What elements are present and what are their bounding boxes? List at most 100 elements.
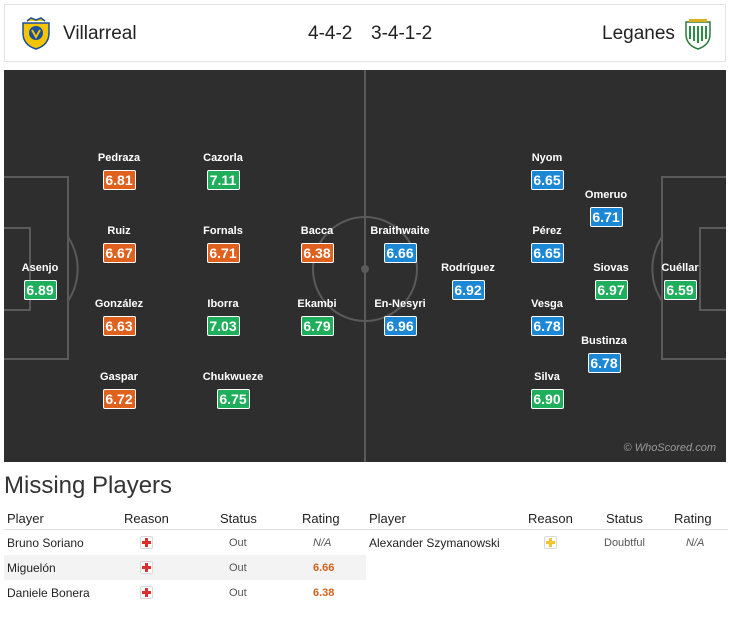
missing-status: Out — [229, 562, 247, 574]
player-name[interactable]: Braithwaite — [370, 225, 430, 237]
missing-player-row[interactable]: Miguelón Out 6.66 — [4, 555, 366, 580]
injury-icon[interactable] — [140, 586, 153, 599]
away-player[interactable]: Vesga 6.78 — [507, 298, 587, 336]
player-name[interactable]: Rodríguez — [441, 262, 495, 274]
home-player[interactable]: Gaspar 6.72 — [79, 371, 159, 409]
player-name[interactable]: Asenjo — [21, 262, 59, 274]
player-name[interactable]: Iborra — [207, 298, 239, 310]
away-player[interactable]: Braithwaite 6.66 — [360, 225, 440, 263]
player-rating: 6.79 — [300, 316, 334, 336]
missing-status: Doubtful — [604, 537, 645, 549]
player-rating: 6.66 — [383, 243, 417, 263]
player-name[interactable]: Cazorla — [203, 152, 243, 164]
player-name[interactable]: González — [94, 298, 144, 310]
player-rating: 6.38 — [300, 243, 334, 263]
leganes-crest-icon[interactable] — [681, 17, 715, 51]
missing-player-row[interactable]: Alexander Szymanowski Doubtful N/A — [366, 530, 728, 555]
col-player[interactable]: Player — [7, 511, 44, 526]
pitch-lines — [4, 70, 726, 462]
player-name[interactable]: Nyom — [531, 152, 563, 164]
player-rating: 7.11 — [206, 170, 240, 190]
col-status[interactable]: Status — [606, 511, 643, 526]
missing-status: Out — [229, 537, 247, 549]
player-name[interactable]: Omeruo — [584, 189, 628, 201]
home-player[interactable]: Ekambi 6.79 — [277, 298, 357, 336]
home-player[interactable]: Asenjo 6.89 — [4, 262, 80, 300]
home-missing-header: Player Reason Status Rating — [4, 508, 366, 530]
player-name[interactable]: Chukwueze — [202, 371, 264, 383]
missing-rating: N/A — [313, 537, 332, 549]
home-player[interactable]: Ruiz 6.67 — [79, 225, 159, 263]
player-rating: 7.03 — [206, 316, 240, 336]
missing-player-name[interactable]: Alexander Szymanowski — [369, 536, 500, 550]
player-rating: 6.65 — [530, 243, 564, 263]
pitch: Asenjo 6.89 Pedraza 6.81 Ruiz 6.67 González 6.6… — [4, 70, 726, 462]
missing-player-row[interactable]: Daniele Bonera Out 6.38 — [4, 580, 366, 605]
col-reason[interactable]: Reason — [124, 511, 169, 526]
player-name[interactable]: Ruiz — [107, 225, 131, 237]
player-name[interactable]: Bacca — [300, 225, 334, 237]
home-player[interactable]: Cazorla 7.11 — [183, 152, 263, 190]
away-player[interactable]: Pérez 6.65 — [507, 225, 587, 263]
home-player[interactable]: González 6.63 — [79, 298, 159, 336]
player-rating: 6.97 — [594, 280, 628, 300]
away-player[interactable]: En-Nesyri 6.96 — [360, 298, 440, 336]
missing-rating: N/A — [686, 537, 705, 549]
player-name[interactable]: En-Nesyri — [374, 298, 426, 310]
away-player[interactable]: Bustinza 6.78 — [564, 335, 644, 373]
col-rating[interactable]: Rating — [302, 511, 340, 526]
player-rating: 6.67 — [102, 243, 136, 263]
home-player[interactable]: Pedraza 6.81 — [79, 152, 159, 190]
player-name[interactable]: Vesga — [531, 298, 563, 310]
player-name[interactable]: Fornals — [203, 225, 243, 237]
missing-player-name[interactable]: Miguelón — [7, 561, 56, 575]
player-rating: 6.78 — [587, 353, 621, 373]
col-rating[interactable]: Rating — [674, 511, 712, 526]
player-name[interactable]: Gaspar — [100, 371, 138, 383]
player-rating: 6.71 — [589, 207, 623, 227]
player-rating: 6.78 — [530, 316, 564, 336]
away-player[interactable]: Rodríguez 6.92 — [428, 262, 508, 300]
col-reason[interactable]: Reason — [528, 511, 573, 526]
col-player[interactable]: Player — [369, 511, 406, 526]
away-team-name[interactable]: Leganes — [602, 23, 675, 44]
player-name[interactable]: Siovas — [593, 262, 629, 274]
missing-player-row[interactable]: Bruno Soriano Out N/A — [4, 530, 366, 555]
missing-players-title: Missing Players — [4, 472, 173, 499]
away-player[interactable]: Omeruo 6.71 — [566, 189, 646, 227]
home-missing-rows: Bruno Soriano Out N/A Miguelón Out 6.66 Daniel… — [4, 530, 366, 605]
home-player[interactable]: Fornals 6.71 — [183, 225, 263, 263]
away-player[interactable]: Nyom 6.65 — [507, 152, 587, 190]
injury-icon[interactable] — [140, 536, 153, 549]
player-name[interactable]: Bustinza — [581, 335, 627, 347]
home-player[interactable]: Chukwueze 6.75 — [193, 371, 273, 409]
player-rating: 6.65 — [530, 170, 564, 190]
player-rating: 6.89 — [23, 280, 57, 300]
injury-icon[interactable] — [140, 561, 153, 574]
missing-player-name[interactable]: Bruno Soriano — [7, 536, 84, 550]
player-name[interactable]: Silva — [534, 371, 560, 383]
villarreal-crest-icon[interactable] — [19, 17, 53, 51]
player-rating: 6.81 — [102, 170, 136, 190]
missing-status: Out — [229, 587, 247, 599]
away-player[interactable]: Cuéllar 6.59 — [640, 262, 720, 300]
player-name[interactable]: Pérez — [532, 225, 562, 237]
home-player[interactable]: Bacca 6.38 — [277, 225, 357, 263]
missing-rating: 6.66 — [313, 562, 335, 574]
home-formation: 4-4-2 — [308, 23, 353, 44]
player-name[interactable]: Ekambi — [297, 298, 337, 310]
away-player[interactable]: Silva 6.90 — [507, 371, 587, 409]
player-rating: 6.71 — [206, 243, 240, 263]
home-team-name[interactable]: Villarreal — [63, 23, 137, 44]
player-name[interactable]: Pedraza — [97, 152, 141, 164]
doubtful-icon[interactable] — [544, 536, 557, 549]
player-rating: 6.90 — [530, 389, 564, 409]
col-status[interactable]: Status — [220, 511, 257, 526]
player-name[interactable]: Cuéllar — [661, 262, 699, 274]
home-missing-table: Player Reason Status Rating Bruno Sorian… — [4, 508, 366, 605]
away-player[interactable]: Siovas 6.97 — [571, 262, 651, 300]
home-player[interactable]: Iborra 7.03 — [183, 298, 263, 336]
match-header: Villarreal 4-4-2 3-4-1-2 Leganes — [4, 4, 726, 62]
away-missing-rows: Alexander Szymanowski Doubtful N/A — [366, 530, 728, 555]
missing-player-name[interactable]: Daniele Bonera — [7, 586, 90, 600]
